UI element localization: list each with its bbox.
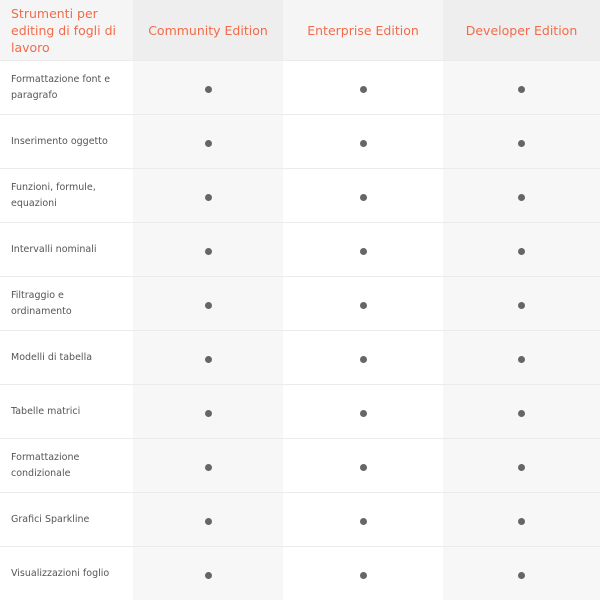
filled-dot-icon [518, 572, 525, 579]
filled-dot-icon [518, 140, 525, 147]
edition-header-developer: Developer Edition [443, 0, 600, 61]
feature-name: Inserimento oggetto [0, 115, 133, 169]
table-row: Tabelle matrici [0, 385, 600, 439]
support-cell [133, 493, 283, 547]
feature-name: Visualizzazioni foglio [0, 547, 133, 600]
support-cell [283, 223, 443, 277]
filled-dot-icon [518, 464, 525, 471]
filled-dot-icon [518, 518, 525, 525]
filled-dot-icon [360, 248, 367, 255]
table-row: Formattazione font e paragrafo [0, 61, 600, 115]
filled-dot-icon [360, 356, 367, 363]
filled-dot-icon [518, 248, 525, 255]
filled-dot-icon [360, 410, 367, 417]
support-cell [133, 61, 283, 115]
support-cell [443, 331, 600, 385]
table-row: Visualizzazioni foglio [0, 547, 600, 600]
table-row: Grafici Sparkline [0, 493, 600, 547]
filled-dot-icon [360, 518, 367, 525]
support-cell [443, 277, 600, 331]
feature-name: Formattazione font e paragrafo [0, 61, 133, 115]
support-cell [443, 493, 600, 547]
support-cell [283, 331, 443, 385]
feature-name: Grafici Sparkline [0, 493, 133, 547]
filled-dot-icon [518, 410, 525, 417]
support-cell [283, 547, 443, 600]
feature-name: Filtraggio e ordinamento [0, 277, 133, 331]
filled-dot-icon [205, 302, 212, 309]
support-cell [443, 61, 600, 115]
filled-dot-icon [518, 302, 525, 309]
support-cell [443, 223, 600, 277]
edition-header-enterprise: Enterprise Edition [283, 0, 443, 61]
filled-dot-icon [360, 572, 367, 579]
support-cell [283, 169, 443, 223]
header-row: Strumenti per editing di fogli di lavoro… [0, 0, 600, 61]
table-row: Modelli di tabella [0, 331, 600, 385]
feature-name: Formattazione condizionale [0, 439, 133, 493]
filled-dot-icon [205, 140, 212, 147]
support-cell [133, 277, 283, 331]
support-cell [283, 115, 443, 169]
feature-header: Strumenti per editing di fogli di lavoro [0, 0, 133, 61]
support-cell [283, 385, 443, 439]
feature-name: Funzioni, formule, equazioni [0, 169, 133, 223]
support-cell [133, 331, 283, 385]
support-cell [443, 115, 600, 169]
filled-dot-icon [360, 194, 367, 201]
support-cell [283, 61, 443, 115]
support-cell [443, 439, 600, 493]
filled-dot-icon [360, 464, 367, 471]
filled-dot-icon [360, 86, 367, 93]
feature-name: Tabelle matrici [0, 385, 133, 439]
support-cell [133, 223, 283, 277]
table-row: Funzioni, formule, equazioni [0, 169, 600, 223]
filled-dot-icon [360, 302, 367, 309]
table-row: Filtraggio e ordinamento [0, 277, 600, 331]
filled-dot-icon [518, 194, 525, 201]
support-cell [133, 439, 283, 493]
table-row: Inserimento oggetto [0, 115, 600, 169]
support-cell [443, 547, 600, 600]
support-cell [283, 277, 443, 331]
filled-dot-icon [205, 572, 212, 579]
filled-dot-icon [205, 410, 212, 417]
filled-dot-icon [205, 356, 212, 363]
filled-dot-icon [205, 518, 212, 525]
support-cell [133, 547, 283, 600]
support-cell [283, 493, 443, 547]
filled-dot-icon [518, 86, 525, 93]
filled-dot-icon [360, 140, 367, 147]
filled-dot-icon [205, 248, 212, 255]
support-cell [443, 169, 600, 223]
table-row: Formattazione condizionale [0, 439, 600, 493]
support-cell [133, 115, 283, 169]
edition-header-community: Community Edition [133, 0, 283, 61]
feature-name: Intervalli nominali [0, 223, 133, 277]
support-cell [283, 439, 443, 493]
support-cell [133, 169, 283, 223]
support-cell [443, 385, 600, 439]
table-row: Intervalli nominali [0, 223, 600, 277]
filled-dot-icon [205, 86, 212, 93]
filled-dot-icon [205, 194, 212, 201]
support-cell [133, 385, 283, 439]
filled-dot-icon [205, 464, 212, 471]
filled-dot-icon [518, 356, 525, 363]
feature-name: Modelli di tabella [0, 331, 133, 385]
